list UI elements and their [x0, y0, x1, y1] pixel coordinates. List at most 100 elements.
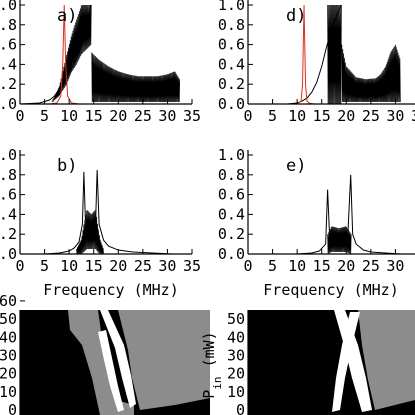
panel-b-xtick-label: 0	[15, 257, 24, 275]
panel-a-xtick-label: 5	[40, 107, 49, 125]
panel-c-ytick-label: 10	[0, 383, 17, 401]
panel-f-ylabel: Pin (mW)	[200, 331, 224, 398]
panel-e-xtick-label: 15	[313, 257, 331, 275]
panel-d-ytick-label: 0.6	[218, 36, 245, 54]
panel-d-xtick-label: 0	[243, 107, 252, 125]
panel-a-label: a)	[57, 6, 77, 26]
panel-d-xtick-label: 5	[268, 107, 277, 125]
panel-c-ytick-label: 0	[8, 401, 17, 415]
panel-e-series-1	[327, 226, 352, 254]
panel-a-xtick-label: 20	[109, 107, 127, 125]
panel-b-ytick-label: 0.8	[0, 166, 17, 184]
panel-b-label: b)	[57, 156, 77, 176]
panel-e-xlabel: Frequency (MHz)	[263, 281, 398, 299]
panel-f-ytick-label: 0	[236, 401, 245, 415]
panel-c-ytick-label: 30	[0, 346, 17, 364]
panel-d-xtick-label: 10	[288, 107, 306, 125]
panel-a-xtick-label: 25	[134, 107, 152, 125]
panel-c-ytick-label: 40	[0, 328, 17, 346]
panel-f-region-gray	[358, 310, 415, 410]
panel-e-ytick-label: 0.4	[218, 205, 245, 223]
panel-d-axes: 05 10 15 20 25 30 35 0.0 0.2 0.40.6 0.8 1.0	[218, 0, 415, 125]
panel-a-xtick-label: 0	[15, 107, 24, 125]
panel-e-xtick-label: 25	[362, 257, 380, 275]
panel-e-ytick-label: 1.0	[218, 146, 245, 164]
panel-a-xtick-label: 15	[85, 107, 103, 125]
panel-d-xtick-label: 35	[411, 107, 415, 125]
panel-d-label: d)	[286, 6, 306, 26]
panel-e-label: e)	[286, 156, 306, 176]
panel-e-ytick-label: 0.6	[218, 186, 245, 204]
panel-b-xtick-label: 5	[40, 257, 49, 275]
panel-b: 05 10 15 20 25 30 35 0.0 0.2 0.40.6 0.8 1.0 b) Freq…	[0, 146, 201, 299]
panel-d-ytick-label: 0.8	[218, 16, 245, 34]
panel-d-ytick-label: 0.2	[218, 75, 245, 93]
panel-b-series-1	[76, 210, 104, 255]
panel-c-region-gray	[68, 310, 134, 415]
panel-d-plot-area	[248, 5, 415, 105]
panel-b-xtick-label: 15	[85, 257, 103, 275]
panel-a: 05 10 15 20 25 30 35 0.0 0.2 0.40.6 0.8 1.0 a)	[0, 0, 201, 125]
panel-a-ytick-label: 1.0	[0, 0, 17, 14]
panel-c-ytick-label: 50	[0, 310, 17, 328]
panel-b-xlabel: Frequency (MHz)	[43, 281, 178, 299]
panel-a-ytick-label: 0.0	[0, 95, 17, 113]
panel-f-region-white	[334, 310, 372, 412]
panel-d: 05 10 15 20 25 30 35 0.0 0.2 0.40.6 0.8 1.0 d)	[218, 0, 415, 125]
panel-b-xtick-label: 30	[158, 257, 176, 275]
panel-b-ytick-label: 0.6	[0, 186, 17, 204]
panel-b-plot-area	[20, 169, 192, 255]
panel-d-series-3	[248, 5, 342, 105]
panel-e-ytick-label: 0.8	[218, 166, 245, 184]
panel-f-ytick-label: 10	[227, 383, 245, 401]
panel-b-xtick-label: 20	[109, 257, 127, 275]
panel-a-plot-area	[20, 5, 192, 105]
panel-b-ytick-label: 0.2	[0, 225, 17, 243]
panel-d-xtick-label: 30	[386, 107, 404, 125]
panel-c-heatmap	[20, 310, 210, 415]
panel-d-ytick-label: 1.0	[218, 0, 245, 14]
panel-e-plot-area	[248, 174, 415, 255]
panel-b-xtick-label: 35	[183, 257, 201, 275]
panel-c-region-white	[100, 310, 136, 408]
panel-f-ytick-label: 20	[227, 365, 245, 383]
panel-e-xtick-label: 5	[268, 257, 277, 275]
panel-e-xtick-label: 10	[288, 257, 306, 275]
panel-d-xtick-label: 15	[313, 107, 331, 125]
panel-c-region-gray-right	[118, 310, 210, 410]
panel-f-region-white-2	[332, 312, 360, 412]
panel-e-xtick-label: 20	[337, 257, 355, 275]
panel-f-label: f)	[278, 317, 298, 337]
panel-d-xtick-label: 20	[337, 107, 355, 125]
panel-d-ytick-label: 0.4	[218, 55, 245, 73]
panel-a-ytick-label: 0.4	[0, 55, 17, 73]
panel-b-ytick-label: 1.0	[0, 146, 17, 164]
panel-b-xtick-label: 10	[60, 257, 78, 275]
panel-b-xtick-label: 25	[134, 257, 152, 275]
panel-b-ytick-label: 0.0	[0, 245, 17, 263]
panel-d-xtick-label: 25	[362, 107, 380, 125]
panel-a-xtick-label: 30	[158, 107, 176, 125]
panel-b-ytick-label: 0.4	[0, 205, 17, 223]
panel-c-label: c)	[48, 317, 68, 337]
panel-a-axes: 05 10 15 20 25 30 35 0.0 0.2 0.40.6 0.8 1.0	[0, 0, 201, 125]
panel-a-ytick-label: 0.2	[0, 75, 17, 93]
panel-f-ytick-label: 30	[227, 346, 245, 364]
panel-f-ytick-label: 40	[227, 328, 245, 346]
panel-f-ytick-label: 50	[227, 310, 245, 328]
panel-e-ytick-label: 0.0	[218, 245, 245, 263]
panel-c-ytick-label: 60	[0, 292, 17, 310]
panel-e-xtick-label: 0	[243, 257, 252, 275]
panel-a-series-4	[20, 5, 192, 105]
panel-a-ytick-label: 0.8	[0, 16, 17, 34]
panel-d-series-2	[341, 44, 401, 103]
panel-e: 0 5 10 15 20 25 30 0.0 0.2 0.40.6 0.8 1.0 e) Freque…	[218, 146, 415, 299]
panel-a-series-2	[91, 52, 181, 103]
panel-d-ytick-label: 0.0	[218, 95, 245, 113]
panel-e-ytick-label: 0.2	[218, 225, 245, 243]
